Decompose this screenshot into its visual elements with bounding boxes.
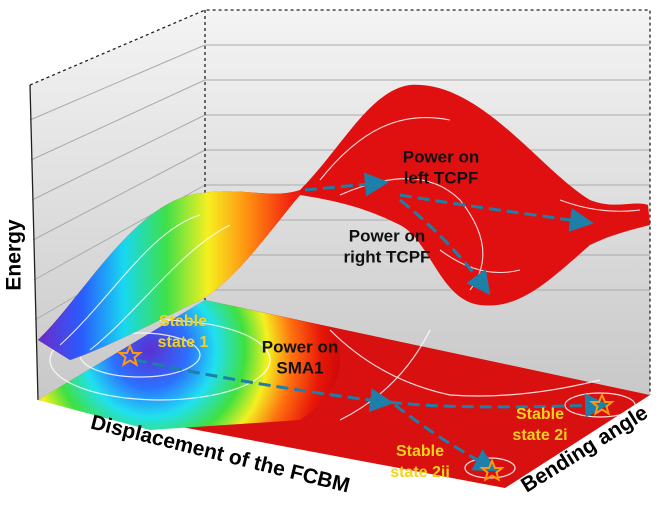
state-label: Stable [396,443,444,460]
box-edge [29,84,39,401]
surface-gradient [38,190,300,360]
state-markers [117,343,615,482]
state-label: state 2i [512,427,567,444]
state-label: state 2ii [390,464,450,481]
annotation: Power on [403,147,480,166]
state-label: state 1 [158,334,209,351]
annotation: SMA1 [276,358,323,377]
z-axis-label: Energy [3,219,26,291]
path-arrows [134,172,609,472]
annotation: left TCPF [404,168,479,187]
annotation: Power on [262,337,339,356]
annotation: right TCPF [344,247,431,266]
floor-gradient [38,300,340,430]
annotation: Power on [349,226,426,245]
state-label: Stable [516,406,564,423]
state-label: Stable [159,313,207,330]
